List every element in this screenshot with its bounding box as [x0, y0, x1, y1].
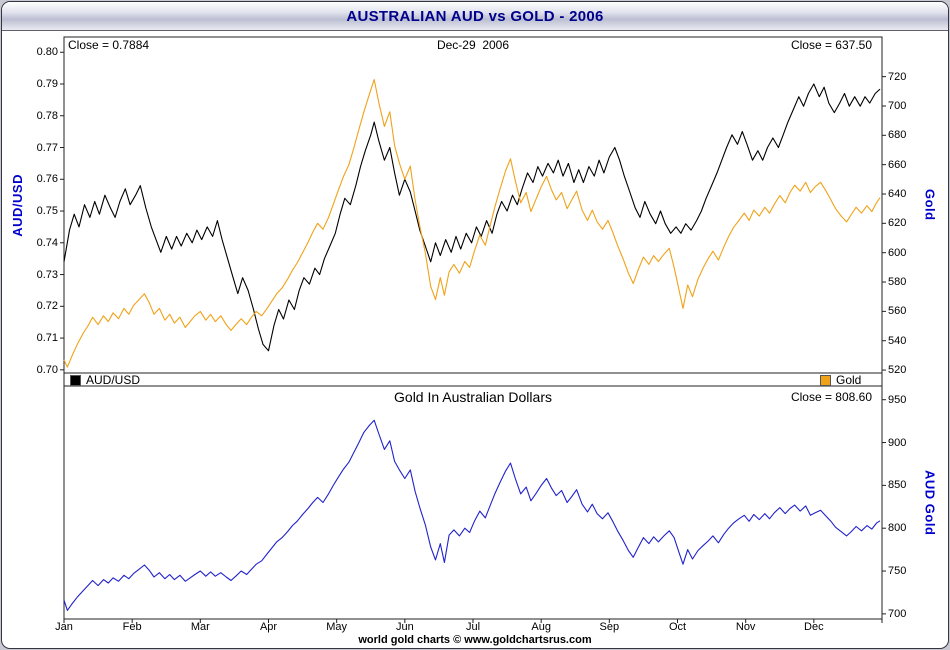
y-axis-tick-label: 850	[888, 479, 907, 492]
x-axis-tick-label: Jun	[395, 621, 414, 633]
y-axis-tick-label: 640	[888, 187, 907, 200]
series-aud-usd	[63, 83, 881, 352]
y-axis-tick-label: 0.77	[36, 141, 58, 154]
y-axis-tick-label: 0.73	[36, 268, 58, 281]
footer-credit: world gold charts © www.goldchartsrus.co…	[358, 634, 592, 646]
aud-usd-legend-swatch	[70, 374, 81, 386]
y-axis-tick-label: 0.79	[36, 78, 58, 90]
y-axis-tick-label: 680	[888, 129, 907, 142]
y-axis-tick-label: 700	[888, 607, 907, 620]
x-axis-tick-label: Sep	[599, 621, 620, 633]
top-date-annotation: Dec-29 2006	[436, 38, 510, 52]
x-axis-tick-label: Feb	[122, 621, 142, 633]
x-axis-tick-label: Jul	[465, 621, 481, 633]
y-axis-tick-label: 950	[888, 393, 907, 406]
x-axis-tick-label: Apr	[259, 621, 278, 633]
y-axis-tick-label: 700	[888, 99, 907, 112]
bottom-right-axis-title-box: AUD Gold	[919, 386, 941, 619]
y-axis-tick-label: 0.74	[36, 236, 58, 249]
y-axis-tick-label: 660	[888, 158, 907, 171]
right-axis-title-box: Gold	[919, 37, 941, 373]
y-axis-tick-label: 0.70	[36, 363, 58, 376]
y-axis-tick-label: 800	[888, 522, 907, 535]
aud-usd-legend-label: AUD/USD	[86, 373, 141, 387]
y-axis-tick-label: 0.76	[36, 173, 58, 186]
y-axis-tick-label: 540	[888, 334, 907, 347]
legend-gold: Gold	[820, 373, 862, 387]
x-axis-tick-label: May	[326, 621, 348, 633]
x-axis-tick-label: Aug	[531, 621, 551, 633]
x-axis-tick-label: Oct	[668, 621, 687, 633]
y-axis-tick-label: 620	[888, 217, 907, 230]
legend-aud-usd: AUD/USD	[70, 373, 141, 387]
y-axis-tick-label: 0.75	[36, 205, 58, 218]
y-axis-tick-label: 0.71	[36, 332, 58, 345]
plot-frame	[63, 36, 883, 620]
series-gold	[63, 79, 881, 368]
gold-legend-label: Gold	[836, 373, 862, 387]
y-axis-tick-label: 0.72	[36, 300, 58, 313]
y-axis-tick-label: 750	[888, 565, 907, 578]
y-axis-tick-label: 0.80	[36, 46, 58, 59]
y-axis-tick-label: 900	[888, 436, 907, 449]
bottom-right-close: Close = 808.60	[790, 390, 872, 404]
y-axis-tick-label: 560	[888, 305, 907, 318]
x-axis-tick-label: Nov	[735, 621, 756, 633]
y-axis-tick-label: 600	[888, 246, 907, 259]
bottom-panel-title: Gold In Australian Dollars	[394, 389, 552, 405]
page-title: AUSTRALIAN AUD vs GOLD - 2006	[2, 2, 948, 31]
y-axis-tick-label: 520	[888, 364, 907, 377]
top-left-close: Close = 0.7884	[68, 38, 150, 52]
x-axis-tick-label: Dec	[804, 621, 824, 633]
y-axis-tick-label: 580	[888, 276, 907, 289]
x-axis-tick-label: Jan	[55, 621, 73, 633]
y-axis-tick-label: 720	[888, 70, 907, 83]
aud-gold-axis-title: AUD Gold	[922, 469, 938, 536]
gold-legend-swatch	[820, 374, 831, 386]
series-gold-in-aud	[63, 419, 881, 611]
y-axis-tick-label: 0.78	[36, 109, 58, 122]
gold-axis-title: Gold	[922, 189, 938, 221]
top-right-close: Close = 637.50	[790, 38, 872, 52]
x-axis-tick-label: Mar	[190, 621, 210, 633]
